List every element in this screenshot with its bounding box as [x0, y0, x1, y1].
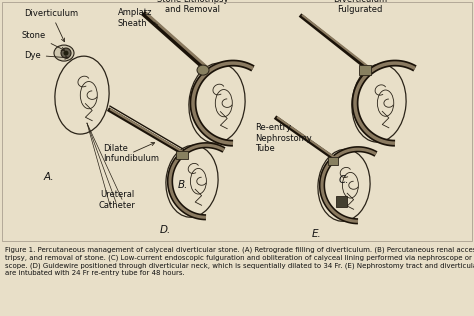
- Ellipse shape: [197, 65, 209, 75]
- Text: Diverticulum: Diverticulum: [24, 9, 78, 42]
- Ellipse shape: [61, 48, 71, 58]
- Ellipse shape: [352, 64, 406, 142]
- Text: Stone Lithotripsy
and Removal: Stone Lithotripsy and Removal: [157, 0, 229, 15]
- Text: Re-entry
Nephrostomy
Tube: Re-entry Nephrostomy Tube: [255, 123, 312, 153]
- Bar: [336, 196, 347, 207]
- Text: A.: A.: [44, 172, 55, 182]
- Text: D.: D.: [160, 225, 171, 235]
- Bar: [176, 151, 188, 159]
- Ellipse shape: [64, 51, 69, 56]
- Ellipse shape: [191, 168, 206, 194]
- Bar: [328, 157, 338, 165]
- Ellipse shape: [54, 45, 74, 61]
- Text: Amplatz
Sheath: Amplatz Sheath: [118, 8, 158, 28]
- Ellipse shape: [318, 149, 370, 221]
- Ellipse shape: [55, 56, 109, 134]
- Ellipse shape: [342, 173, 358, 198]
- Text: Figure 1. Percutaneous management of calyceal diverticular stone. (A) Retrograde: Figure 1. Percutaneous management of cal…: [5, 246, 474, 276]
- Text: Stone: Stone: [22, 31, 64, 51]
- Bar: [359, 65, 371, 75]
- Text: Dilate
Infundibulum: Dilate Infundibulum: [103, 143, 159, 163]
- Text: Diverticulum
Fulgurated: Diverticulum Fulgurated: [333, 0, 387, 15]
- Ellipse shape: [80, 82, 97, 109]
- Text: Dye: Dye: [24, 51, 68, 60]
- Text: B.: B.: [178, 180, 188, 190]
- Ellipse shape: [189, 63, 245, 143]
- Text: E.: E.: [312, 229, 322, 239]
- Ellipse shape: [166, 145, 218, 217]
- Ellipse shape: [377, 90, 394, 116]
- Text: Ureteral
Catheter: Ureteral Catheter: [99, 190, 136, 210]
- Text: C.: C.: [339, 175, 349, 185]
- Ellipse shape: [215, 89, 232, 117]
